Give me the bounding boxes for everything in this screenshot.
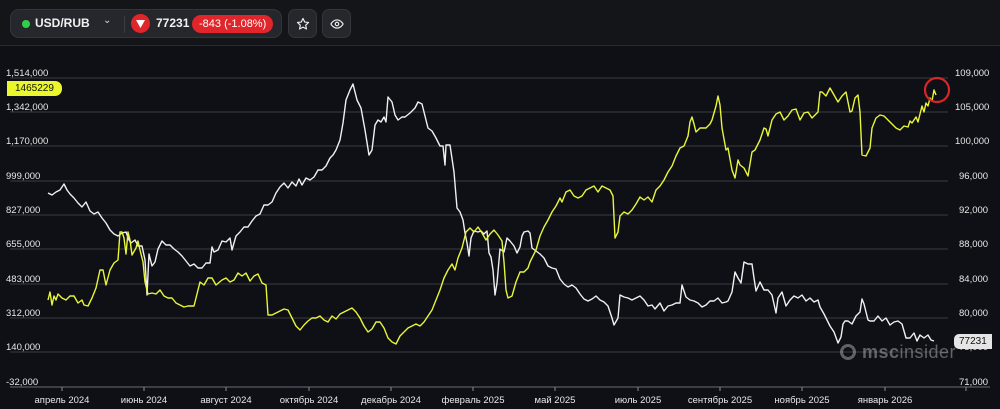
right-axis-label: 96,000	[959, 171, 989, 182]
left-axis-label: 655,000	[6, 239, 41, 250]
month-label: ноябрь 2025	[774, 395, 830, 406]
right-series-line	[47, 87, 937, 345]
left-axis-label: 312,000	[6, 308, 41, 319]
right-axis-label: 100,000	[955, 136, 990, 147]
gridlines	[10, 77, 990, 388]
right-axis-label: 105,000	[955, 102, 990, 113]
market-status-icon	[22, 20, 30, 28]
left-axis-label: -32,000	[6, 377, 39, 388]
favorite-button[interactable]	[288, 9, 317, 38]
right-axis-label: 84,000	[959, 274, 989, 285]
left-axis-label: 1,514,000	[6, 68, 49, 79]
month-label: июнь 2024	[120, 395, 168, 406]
left-axis-label: 1,342,000	[6, 102, 49, 113]
watermark-text: mscinsider	[862, 342, 956, 363]
watch-button[interactable]	[322, 9, 351, 38]
month-label: декабрь 2024	[361, 395, 421, 406]
right-axis-label: 71,000	[959, 377, 989, 388]
toolbar: USD/RUB ⌄ 77231 -843 (-1.08%)	[0, 0, 1000, 46]
right-axis-label: 88,000	[959, 239, 989, 250]
right-axis-label: 80,000	[959, 308, 989, 319]
left-series-line	[47, 83, 935, 344]
left-axis-label: 999,000	[6, 171, 41, 182]
left-axis-label: 140,000	[6, 342, 41, 353]
month-label: июль 2025	[614, 395, 662, 406]
chevron-down-icon[interactable]: ⌄	[103, 15, 112, 26]
month-label: октябрь 2024	[279, 395, 339, 406]
watermark-normal: insider	[899, 342, 957, 362]
right-axis-label: 109,000	[955, 68, 990, 79]
left-axis-label: 827,000	[6, 205, 41, 216]
last-price: 77231	[156, 16, 190, 30]
month-label: август 2024	[200, 395, 252, 406]
watermark-bold: msc	[862, 342, 900, 362]
month-label: апрель 2024	[34, 395, 90, 406]
month-ticks	[61, 387, 967, 391]
left-axis-label: 1,170,000	[6, 136, 49, 147]
month-label: февраль 2025	[441, 395, 505, 406]
left-last-value-tag: 1465229	[7, 81, 62, 96]
ticker-selector[interactable]: USD/RUB ⌄ 77231 -843 (-1.08%)	[10, 9, 282, 38]
highlight-circle	[923, 76, 951, 104]
star-icon	[296, 17, 310, 30]
right-last-value-tag: 77231	[954, 334, 992, 349]
left-axis-label: 483,000	[6, 274, 41, 285]
eye-icon	[330, 19, 344, 29]
msc-logo-icon	[840, 344, 856, 360]
month-label: январь 2026	[857, 395, 913, 406]
month-label: сентябрь 2025	[687, 395, 753, 406]
symbol-label: USD/RUB	[35, 16, 90, 30]
price-change-badge: -843 (-1.08%)	[192, 15, 274, 33]
divider	[124, 16, 125, 33]
right-axis-label: 92,000	[959, 205, 989, 216]
triangle-down-icon	[131, 14, 150, 33]
month-label: май 2025	[534, 395, 576, 406]
